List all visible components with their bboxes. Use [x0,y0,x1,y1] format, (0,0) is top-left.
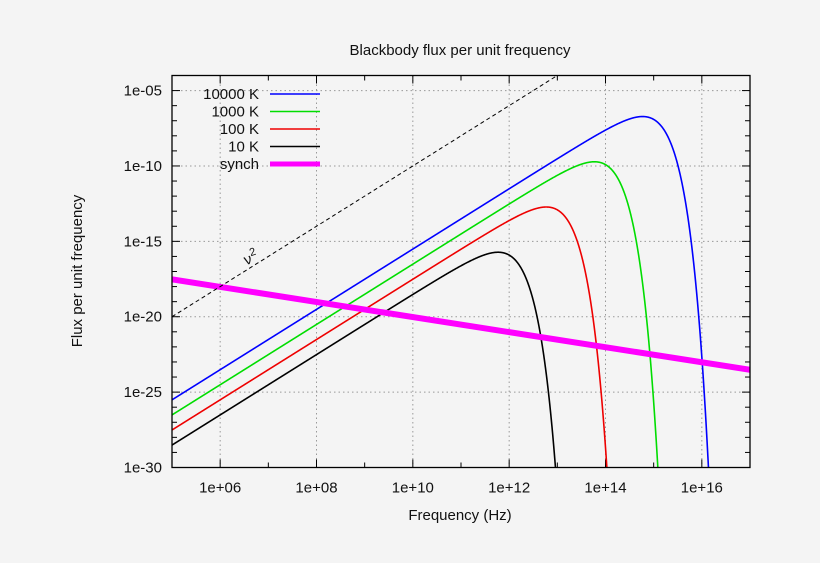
series-line-synch [172,276,750,373]
chart-title: Blackbody flux per unit frequency [350,42,571,59]
x-tick-label: 1e+10 [392,480,434,497]
x-tick-label: 1e+08 [295,480,337,497]
nu-squared-exponent: 2 [248,246,258,259]
y-tick-label: 1e-10 [124,158,162,175]
x-tick-label: 1e+06 [199,480,241,497]
y-tick-label: 1e-05 [124,83,162,100]
series-line-100k [172,206,608,468]
legend-label: 100 K [220,121,259,138]
legend-label: synch [220,156,259,173]
legend-label: 10000 K [203,86,259,103]
legend-label: 10 K [228,139,259,156]
series-line-10k [172,251,557,468]
y-tick-label: 1e-30 [124,460,162,477]
ticks: 1e+06 1e+08 1e+10 1e+12 1e+14 1e+16 1e-05 1e-10… [124,75,751,497]
plot-frame [171,74,751,469]
y-tick-label: 1e-20 [124,309,162,326]
y-tick-label: 1e-15 [124,233,162,250]
y-axis-label: Flux per unit frequency [69,194,86,347]
x-tick-label: 1e+14 [584,480,626,497]
x-tick-label: 1e+12 [488,480,530,497]
nu-squared-line [172,75,558,318]
x-tick-label: 1e+16 [681,480,723,497]
series-line-10000k [172,115,710,468]
nu-squared-label: ν2 [241,246,260,269]
y-tick-label: 1e-25 [124,384,162,401]
legend-label: 1000 K [211,104,259,121]
series-line-1000k [172,160,659,468]
x-axis-label: Frequency (Hz) [408,507,511,524]
curves [172,75,750,468]
